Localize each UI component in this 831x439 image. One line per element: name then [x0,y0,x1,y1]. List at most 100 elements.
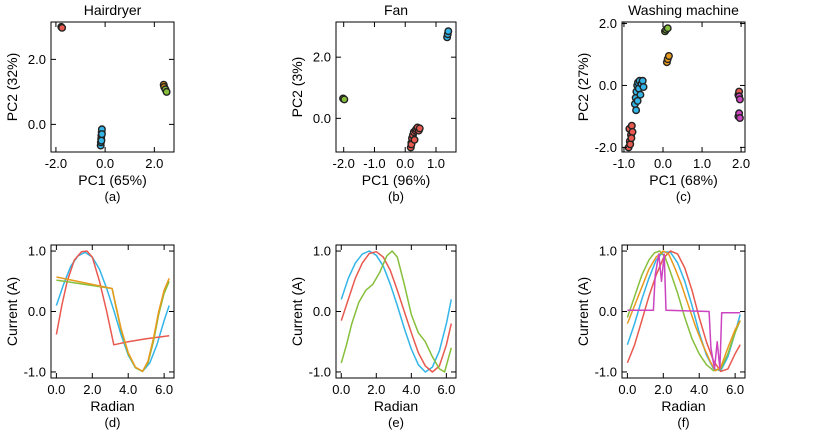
y-tick-label: 0.0 [599,78,617,93]
panel-caption: (e) [388,415,404,430]
series-line-blue [626,250,741,372]
panel-a: -2.0 0.0 2.0 0.0 2.0 Hairdryer PC1 (65%)(a) PC2… [4,2,175,204]
y-axis-label: Current (A) [289,277,305,346]
series-line-red [340,250,453,373]
series-line-magenta [627,253,741,370]
panel-caption: (b) [388,189,404,204]
series-line-green [340,250,453,373]
x-tick-label: -1.0 [613,156,635,171]
scatter-point-red-1-6 [410,135,419,144]
y-tick-label: 0.0 [313,304,331,319]
scatter-point-red-0-5 [628,127,637,136]
panel-b: -2.0 -1.0 0.0 1.0 0.0 2.0 Fan PC1 (96%)(b) PC2 (… [289,2,457,204]
y-tick-label: 1.0 [313,244,331,259]
y-tick-label: 2.0 [313,50,331,65]
x-tick-label: -1.0 [363,156,385,171]
x-tick-label: 6.0 [155,382,173,397]
y-axis-label: Current (A) [4,277,20,346]
scatter-point-red-0-1 [58,23,67,32]
plot-frame [335,21,457,153]
y-tick-label: 2.0 [28,52,46,67]
x-tick-label: 2.0 [732,156,750,171]
panel-caption: (f) [677,415,689,430]
x-tick-label: 4.0 [119,382,137,397]
x-tick-label: 2.0 [654,382,672,397]
scatter-point-blue-2-2 [444,27,453,36]
y-tick-label: -1.0 [24,364,46,379]
scatter-point-magenta-6-2 [735,113,744,122]
x-axis-label: PC1 (68%) [649,172,717,188]
x-axis-label: PC1 (65%) [78,172,146,188]
panel-caption: (d) [105,415,121,430]
y-tick-label: 1.0 [28,244,46,259]
panel-c: -1.0 0.0 1.0 2.0 -2.0 0.0 2.0 Washing machine PC… [575,2,750,204]
y-tick-label: 0.0 [599,304,617,319]
series-line-blue [340,250,453,373]
y-axis-label: PC2 (32%) [4,53,20,121]
x-tick-label: 2.0 [367,382,385,397]
x-tick-label: 2.0 [145,156,163,171]
y-tick-label: 2.0 [599,16,617,31]
chart-title: Hairdryer [84,2,142,18]
scatter-point-green-3-1 [162,87,171,96]
x-tick-label: 2.0 [83,382,101,397]
y-axis-label: PC2 (27%) [575,53,591,121]
x-tick-label: 0.0 [618,382,636,397]
plot-frame [50,21,175,153]
scatter-point-blue-1-12 [632,106,641,115]
x-axis-label: Radian [661,398,705,414]
x-tick-label: -2.0 [45,156,67,171]
scatter-point-red-0-7 [627,134,636,143]
y-tick-label: 0.0 [313,111,331,126]
series-line-green [626,250,741,372]
x-axis-label: PC1 (96%) [362,172,430,188]
x-tick-label: 0.0 [332,382,350,397]
scatter-point-blue-1-7 [636,90,645,99]
x-tick-label: -2.0 [332,156,354,171]
scatter-point-blue-1-10 [639,82,648,91]
x-tick-label: 6.0 [726,382,744,397]
x-tick-label: 0.0 [396,156,414,171]
x-tick-label: 0.0 [47,382,65,397]
chart-title: Washing machine [628,2,739,18]
scatter-point-blue-1-11 [633,96,642,105]
series-line-blue [55,251,170,373]
scatter-point-blue-1-6 [97,136,106,145]
series-line-red [55,250,170,346]
x-axis-label: Radian [374,398,418,414]
scatter-point-blue-1-7 [97,130,106,139]
x-tick-label: 4.0 [402,382,420,397]
x-axis-label: Radian [90,398,134,414]
y-tick-label: -1.0 [595,364,617,379]
series-line-orange [56,276,170,373]
x-tick-label: 0.0 [96,156,114,171]
series-line-red [626,250,741,373]
x-tick-label: 6.0 [437,382,455,397]
y-tick-label: 0.0 [28,117,46,132]
chart-title: Fan [384,2,408,18]
scatter-point-red-0-6 [626,140,635,149]
y-axis-label: PC2 (3%) [289,57,305,118]
series-line-orange [626,250,741,372]
x-tick-label: 4.0 [690,382,708,397]
scatter-point-orange-3-2 [664,52,673,61]
x-tick-label: 0.0 [654,156,672,171]
y-tick-label: 1.0 [599,244,617,259]
x-tick-label: 1.0 [427,156,445,171]
scatter-point-magenta-5-1 [735,95,744,104]
plot-frame [50,244,175,379]
y-tick-label: 0.0 [28,304,46,319]
x-tick-label: 1.0 [693,156,711,171]
scatter-point-red-1-11 [415,124,424,133]
panel-caption: (a) [105,189,121,204]
scatter-point-green-0-1 [340,95,349,104]
y-axis-label: Current (A) [575,277,591,346]
scatter-point-green-2-2 [663,24,672,33]
y-tick-label: -1.0 [309,364,331,379]
panel-caption: (c) [676,189,691,204]
plot-frame [621,21,746,153]
